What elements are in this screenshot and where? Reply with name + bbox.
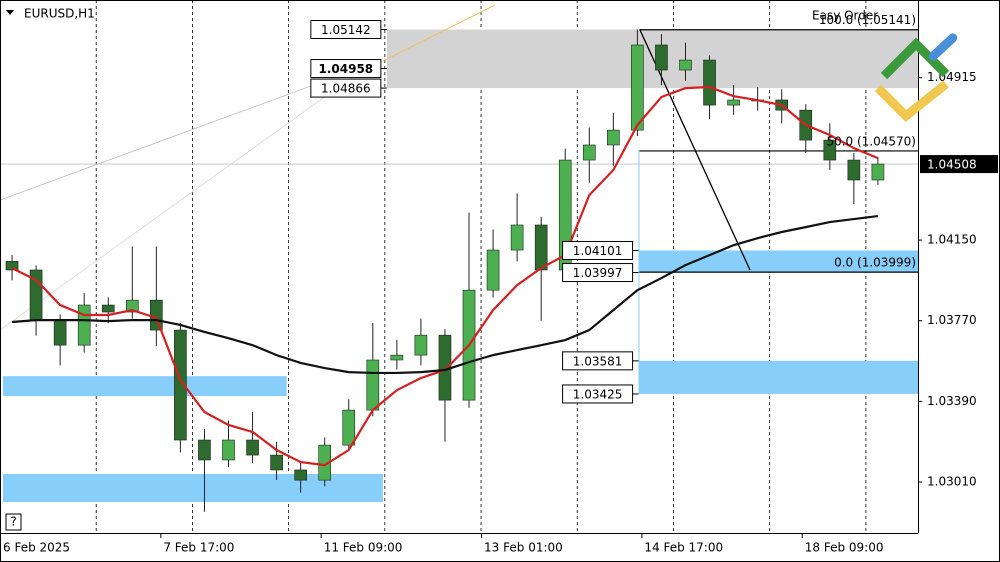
trend-line (0, 74, 356, 331)
last-price-label: 1.04508 (927, 158, 977, 172)
price-label-text: 1.03997 (573, 266, 623, 280)
candle-body (366, 359, 380, 411)
price-label-text: 1.04101 (573, 244, 623, 258)
y-tick-label: 1.03010 (927, 475, 977, 489)
candle-body (318, 444, 332, 481)
menu-icon[interactable] (6, 10, 14, 15)
logo (874, 33, 958, 123)
price-label: 1.04958 (310, 59, 387, 79)
axes: 1.03010 1.03390 1.03770 1.04150 1.04915 1.045… (0, 70, 998, 555)
candle-body (342, 409, 356, 446)
candle-body (53, 319, 67, 346)
y-tick-label: 1.03770 (927, 313, 977, 327)
price-label: 1.03997 (562, 263, 639, 283)
x-tick-label: 11 Feb 09:00 (324, 541, 403, 555)
candle-body (510, 224, 524, 251)
candle-body (703, 59, 716, 106)
x-tick-label: 18 Feb 09:00 (805, 541, 884, 555)
candle-body (101, 304, 115, 313)
candle-body (414, 334, 428, 356)
price-label-text: 1.03425 (573, 387, 623, 401)
candle-body (823, 139, 837, 161)
candle-body (294, 469, 307, 481)
logo-blue (928, 33, 958, 61)
candle-body (125, 299, 139, 313)
fib-label: 100.0 (1.05141) (819, 13, 916, 27)
symbol-title: EURUSD,H1 (24, 7, 95, 21)
plot-over: 100.0 (1.05141) 50.0 (1.04570) 0.0 (1.0399… (5, 13, 916, 512)
zone (638, 360, 918, 394)
moving-average (11, 214, 879, 375)
x-tick-label: 14 Feb 17:00 (644, 541, 723, 555)
candle-body (246, 439, 259, 456)
candle-body (198, 439, 211, 461)
price-label: 1.04866 (310, 78, 387, 98)
zone (3, 376, 287, 397)
candle-body (174, 329, 187, 441)
candle-body (5, 260, 19, 271)
candle-body (222, 439, 235, 461)
help-button[interactable] (5, 513, 22, 531)
candle-body (150, 299, 163, 331)
candle-body (655, 44, 668, 71)
last-price-box (920, 155, 998, 174)
candle-body (679, 59, 692, 71)
x-tick-label: 7 Feb 17:00 (163, 541, 234, 555)
price-label-text: 1.04958 (319, 62, 374, 76)
candle-body (486, 249, 500, 291)
candle-body (270, 454, 283, 471)
price-label-text: 1.05142 (321, 23, 371, 37)
candle-body (582, 144, 596, 161)
help-icon[interactable]: ? (10, 515, 16, 529)
price-label: 1.05142 (310, 20, 387, 40)
price-label: 1.03425 (562, 384, 639, 404)
trend-line (0, 67, 361, 201)
candle-body (631, 44, 644, 131)
fib-label: 0.0 (1.03999) (834, 256, 916, 270)
logo-yellow (874, 80, 949, 123)
candle-body (727, 99, 740, 106)
y-tick-label: 1.04915 (927, 70, 977, 84)
fib-label: 50.0 (1.04570) (826, 134, 916, 148)
price-label: 1.04101 (562, 240, 639, 260)
candle-body (77, 304, 91, 346)
candle-body (607, 129, 620, 146)
x-tick-label: 6 Feb 2025 (3, 541, 70, 555)
candle-body (390, 354, 404, 361)
candle-body (871, 163, 885, 181)
y-tick-label: 1.04150 (927, 233, 977, 247)
logo-green (880, 37, 950, 80)
zone (386, 29, 918, 89)
price-label: 1.03581 (562, 351, 639, 371)
y-tick-label: 1.03390 (927, 394, 977, 408)
panel-label[interactable]: Easy Order (812, 9, 878, 23)
candle-body (534, 224, 548, 271)
candle-body (847, 159, 861, 181)
price-label-text: 1.04866 (321, 82, 371, 96)
x-tick-label: 13 Feb 01:00 (484, 541, 563, 555)
price-label-text: 1.03581 (573, 354, 623, 368)
